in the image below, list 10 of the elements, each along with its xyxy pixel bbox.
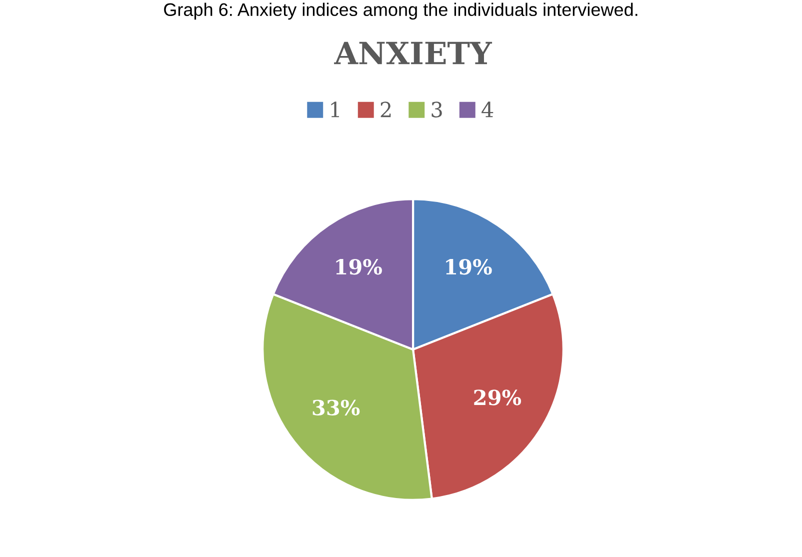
data-label: 19%: [336, 258, 382, 275]
data-label: 33%: [312, 400, 360, 416]
legend-label: 2: [380, 102, 391, 118]
chart-title: ANXIETY: [334, 42, 492, 64]
legend-label: 4: [482, 102, 494, 118]
legend-label: 3: [432, 102, 442, 118]
data-label: 29%: [474, 390, 522, 406]
caption: Graph 6: Anxiety indices among the individuals interviewed.: [164, 2, 638, 20]
data-label: 19%: [446, 258, 492, 275]
legend-label: 1: [331, 102, 339, 118]
